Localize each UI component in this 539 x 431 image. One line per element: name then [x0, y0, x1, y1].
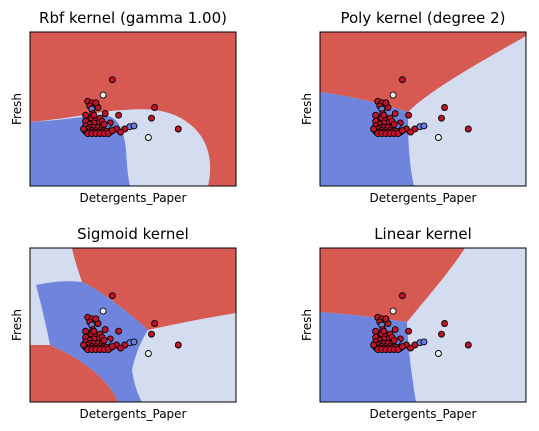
data-point [117, 128, 125, 136]
data-point [151, 320, 159, 327]
region-red [320, 248, 465, 322]
subplot-sigmoid: Sigmoid kernel Detergents_Paper Fresh [10, 225, 237, 421]
data-point [130, 338, 138, 346]
plot-frame [319, 247, 527, 403]
data-point [438, 330, 445, 338]
data-point [99, 91, 107, 99]
data-point [144, 350, 152, 357]
data-point [380, 111, 388, 119]
x-axis-label: Detergents_Paper [80, 407, 187, 421]
data-point [174, 125, 182, 133]
data-point [441, 320, 449, 327]
data-point [108, 343, 116, 351]
y-axis-label: Fresh [10, 309, 24, 341]
y-axis-label: Fresh [300, 309, 314, 341]
data-point [82, 327, 90, 335]
data-point [144, 134, 152, 141]
data-point [108, 292, 116, 300]
decision-regions [30, 248, 236, 402]
region-red [30, 32, 236, 186]
subplot-title: Rbf kernel (gamma 1.00) [39, 9, 227, 27]
subplot-title: Poly kernel (degree 2) [340, 9, 505, 27]
data-point [438, 114, 445, 122]
x-axis-label: Detergents_Paper [80, 191, 187, 205]
plot-frame [319, 31, 527, 187]
data-point [151, 104, 159, 111]
data-point [434, 134, 442, 141]
data-point [370, 341, 378, 349]
data-point [174, 341, 182, 349]
data-point [108, 76, 116, 84]
data-point [82, 111, 90, 119]
data-point [100, 120, 108, 128]
scatter-points [370, 76, 472, 141]
subplot-linear: Linear kernel Detergents_Paper Fresh [300, 225, 527, 421]
data-point [90, 111, 98, 119]
data-point [464, 125, 472, 133]
data-point [407, 344, 415, 352]
data-point [398, 127, 406, 135]
data-point [370, 125, 378, 133]
data-point [391, 110, 399, 118]
data-point [380, 327, 388, 335]
data-point [405, 327, 413, 335]
data-point [92, 315, 100, 323]
decision-regions [30, 32, 236, 186]
data-point [464, 341, 472, 349]
data-point [148, 330, 155, 338]
plot-frame [29, 247, 237, 403]
data-point [101, 110, 109, 118]
data-point [390, 120, 398, 128]
data-point [434, 350, 442, 357]
subplot-poly: Poly kernel (degree 2) Detergents_Paper … [300, 9, 527, 205]
decision-regions [320, 248, 526, 402]
plot-frame [29, 31, 237, 187]
data-point [389, 307, 397, 315]
data-point [391, 326, 399, 334]
y-axis-label: Fresh [10, 93, 24, 125]
data-point [389, 91, 397, 99]
data-point [405, 111, 413, 119]
scatter-points [80, 292, 182, 357]
data-point [115, 327, 123, 335]
data-point [117, 344, 125, 352]
data-point [441, 104, 449, 111]
data-point [398, 343, 406, 351]
data-point [80, 341, 88, 349]
region-red [72, 248, 236, 330]
data-point [372, 111, 380, 119]
data-point [80, 125, 88, 133]
region-blue [320, 312, 416, 402]
region-red [320, 32, 526, 112]
scatter-points [80, 76, 182, 141]
data-point [398, 76, 406, 84]
data-point [99, 307, 107, 315]
region-red [30, 345, 118, 402]
scatter-points [370, 292, 472, 357]
data-point [108, 127, 116, 135]
data-point [382, 99, 390, 107]
data-point [90, 327, 98, 335]
y-axis-label: Fresh [300, 93, 314, 125]
subplot-title: Sigmoid kernel [77, 225, 189, 243]
data-point [92, 99, 100, 107]
data-point [420, 122, 428, 130]
data-point [382, 315, 390, 323]
data-point [130, 122, 138, 130]
data-point [101, 326, 109, 334]
decision-regions [320, 32, 526, 186]
data-point [407, 128, 415, 136]
data-point [148, 114, 155, 122]
subplot-title: Linear kernel [374, 225, 472, 243]
subplot-rbf: Rbf kernel (gamma 1.00) Detergents_Paper… [10, 9, 237, 205]
data-point [390, 336, 398, 344]
x-axis-label: Detergents_Paper [370, 407, 477, 421]
data-point [398, 292, 406, 300]
x-axis-label: Detergents_Paper [370, 191, 477, 205]
data-point [115, 111, 123, 119]
data-point [420, 338, 428, 346]
data-point [372, 327, 380, 335]
data-point [100, 336, 108, 344]
